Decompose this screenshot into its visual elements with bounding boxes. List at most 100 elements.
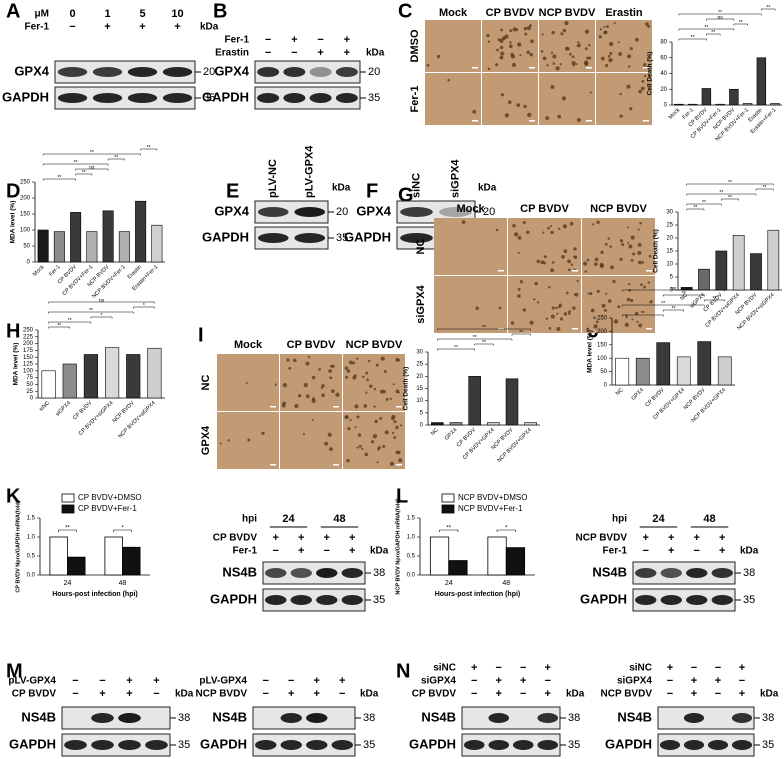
cell-dot (529, 320, 534, 325)
cell-dot (352, 361, 356, 365)
blot-band (439, 207, 472, 217)
treatment-mark: − (520, 688, 526, 700)
band-label: GAPDH (9, 736, 56, 751)
bar (53, 231, 65, 263)
y-tick-label: 100 (20, 228, 31, 234)
bar (135, 200, 147, 263)
blot-band (118, 740, 141, 750)
treatment-label: hpi (242, 514, 257, 525)
cell-dot (551, 261, 555, 264)
x-tick-label: siNC (38, 400, 51, 413)
kda-unit: kDa (175, 689, 194, 700)
cell-dot (609, 245, 613, 248)
treatment-label: Erastin (215, 48, 249, 59)
x-tick-label: 48 (119, 580, 127, 587)
kda-value: 20 (483, 206, 495, 218)
bar (429, 536, 450, 576)
cell-dot (636, 320, 639, 323)
bar (104, 536, 123, 576)
significance-bracket (622, 314, 664, 317)
micrograph-row-label: NC (415, 239, 427, 255)
lane-header: pLV-GPX4 (304, 145, 316, 198)
kda-unit: kDa (370, 546, 389, 557)
cell-dot (566, 47, 570, 51)
cell-dot (227, 439, 230, 442)
cell-dot (517, 251, 520, 254)
micrograph (508, 218, 581, 275)
kda-unit: kDa (740, 546, 759, 557)
kda-value: 35 (203, 92, 215, 104)
cell-dot (558, 303, 562, 307)
legend-swatch (441, 493, 455, 503)
cell-dot (604, 243, 608, 246)
blot-band (331, 740, 353, 750)
cell-dot (571, 55, 575, 59)
treatment-label: NCP BVDV (576, 533, 628, 544)
cell-dot (329, 447, 333, 452)
y-tick-label: 0 (27, 260, 31, 266)
cell-dot (552, 62, 556, 65)
cell-dot (609, 51, 613, 55)
bar (687, 103, 698, 106)
treatment-mark: − (643, 545, 649, 557)
y-tick-label: 200 (23, 341, 34, 347)
y-tick-label: 20 (416, 374, 423, 380)
treatment-mark: + (668, 532, 674, 544)
significance-label: ** (728, 195, 732, 201)
treatment-mark: + (545, 662, 551, 674)
treatment-label: Fer-1 (25, 22, 50, 33)
y-axis-label: CP BVDV Npro/GAPDH mRNA(fold) (15, 500, 21, 592)
cell-dot (219, 442, 222, 445)
cell-dot (391, 431, 395, 435)
bar (697, 341, 712, 386)
significance-label: ** (454, 345, 458, 351)
band-label: GAPDH (409, 736, 456, 751)
cell-dot (511, 62, 516, 68)
micrograph-column-label: Mock (456, 203, 485, 215)
treatment-mark: − (291, 47, 297, 59)
y-tick-label: 150 (23, 355, 34, 361)
y-tick-label: 0 (420, 423, 424, 429)
bar (770, 103, 780, 106)
treatment-mark: + (344, 47, 350, 59)
y-tick-label: 40 (660, 71, 667, 77)
cell-dot (354, 404, 359, 409)
significance-label: ** (766, 5, 770, 11)
cell-dot (526, 26, 531, 31)
treatment-mark: + (691, 675, 697, 687)
cell-dot (318, 368, 321, 371)
cell-dot (395, 425, 399, 430)
bar (83, 354, 98, 399)
bar (505, 547, 526, 576)
micrograph (596, 20, 652, 72)
scale-bar (643, 120, 649, 122)
blot-band (57, 67, 88, 77)
x-tick-label: NC (430, 427, 440, 437)
significance-bracket (133, 306, 155, 309)
y-tick-label: 100 (597, 356, 608, 362)
cell-dot (594, 257, 599, 262)
cell-dot (436, 54, 441, 59)
cell-dot (376, 461, 379, 464)
blot-band (488, 713, 510, 723)
cell-dot (648, 254, 652, 258)
blot-band (711, 595, 733, 605)
cell-dot (499, 39, 504, 43)
cell-dot (605, 63, 609, 68)
bar (67, 556, 86, 576)
micrograph (539, 73, 595, 125)
cell-dot (393, 420, 397, 424)
cell-dot (504, 113, 509, 118)
scale-bar (472, 120, 478, 122)
cell-dot (495, 63, 499, 67)
significance-bracket (761, 8, 776, 11)
cell-dot (565, 291, 569, 295)
cell-dot (586, 56, 589, 60)
treatment-mark: + (298, 545, 304, 557)
band-label: GAPDH (210, 591, 257, 606)
treatment-mark: − (324, 545, 330, 557)
band-label: GAPDH (605, 736, 652, 751)
scale-bar (472, 67, 478, 69)
significance-bracket (439, 529, 459, 532)
